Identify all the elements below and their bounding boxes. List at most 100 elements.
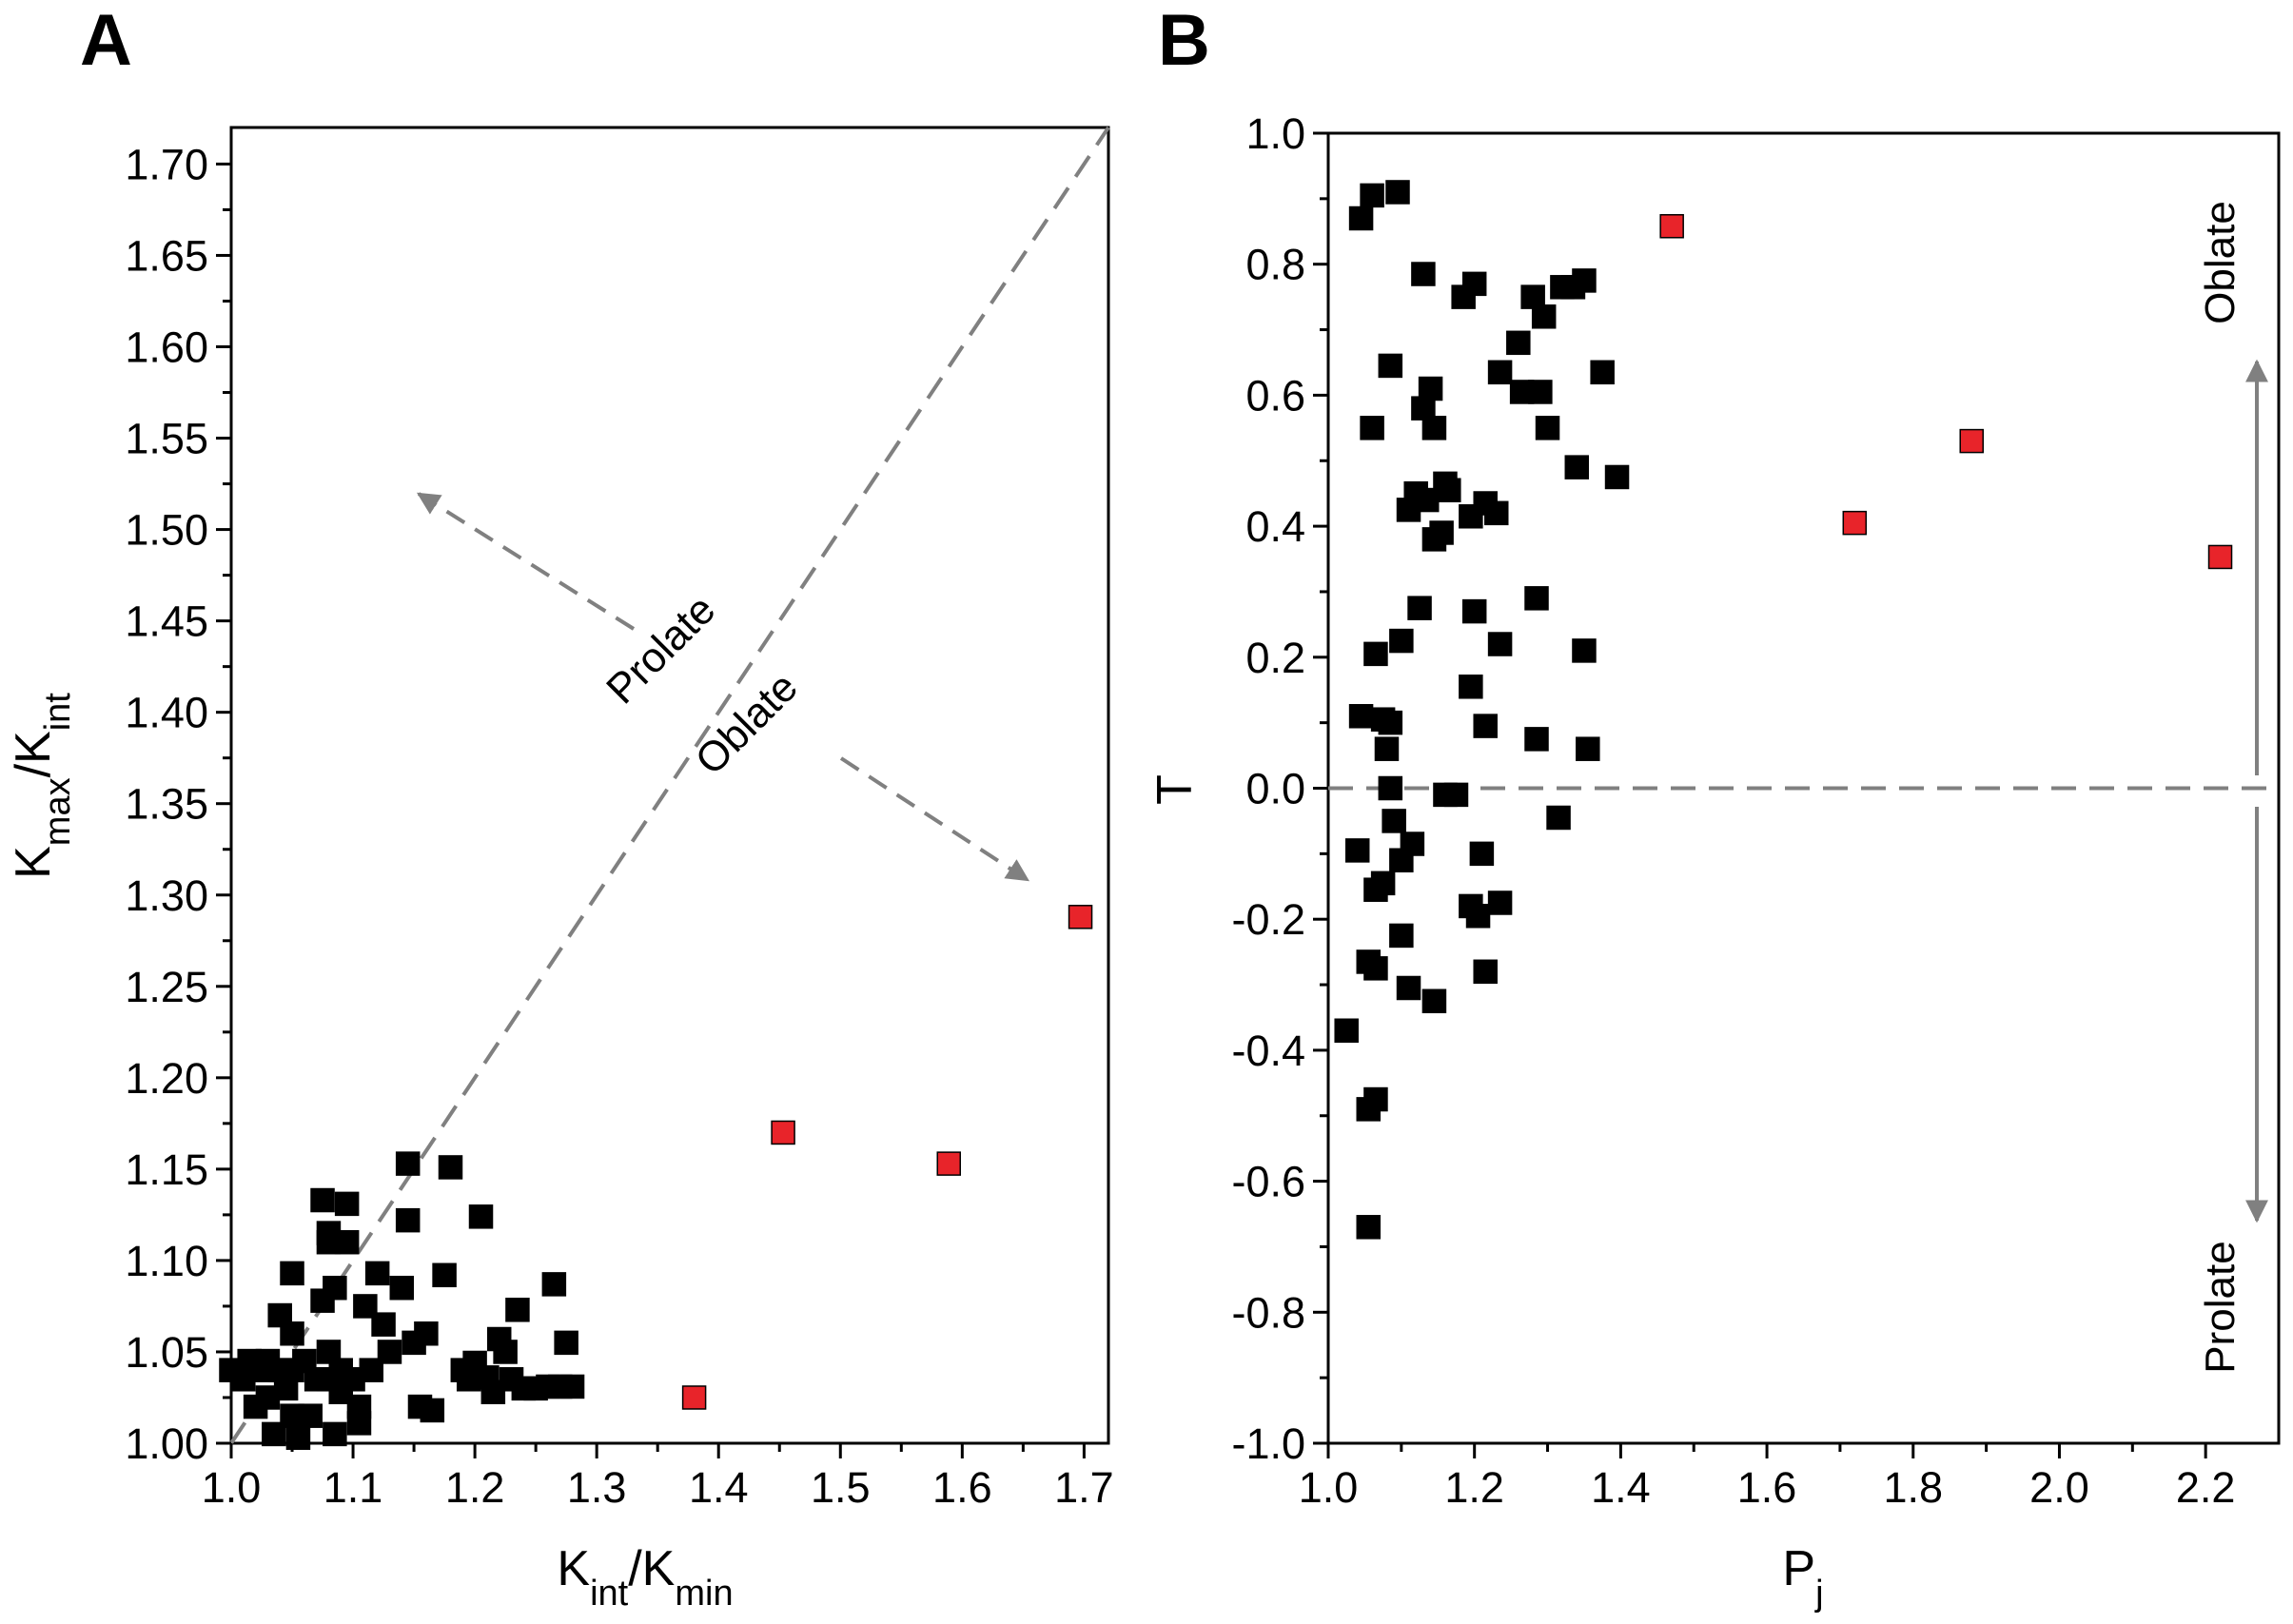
chart-b-point-black	[1356, 1215, 1382, 1240]
chart-b-point-black	[1429, 520, 1454, 545]
chart-a-oblate-arrow	[839, 756, 1030, 882]
chart-b-y-tick-label: 0.8	[1245, 241, 1305, 289]
chart-b-point-black	[1465, 904, 1491, 929]
chart-a-point-black	[420, 1398, 445, 1423]
chart-b-point-black	[1461, 598, 1487, 624]
chart-b-point-black	[1487, 632, 1513, 656]
chart-b-point-black	[1528, 380, 1553, 404]
chart-b-point-black	[1572, 268, 1597, 293]
chart-a-y-tick-label: 1.35	[125, 780, 208, 829]
chart-b-point-black	[1437, 478, 1461, 502]
chart-b-point-black	[1378, 710, 1403, 735]
chart-a-y-tick-label: 1.00	[125, 1419, 208, 1468]
chart-b-x-tick-label: 2.2	[2176, 1463, 2236, 1512]
chart-b-x-tick-label: 1.2	[1444, 1463, 1504, 1512]
chart-a-point-black	[493, 1340, 518, 1364]
chart-b-point-black	[1459, 675, 1483, 699]
chart-a-prolate-label: Prolate	[598, 586, 724, 713]
chart-b-point-black	[1389, 628, 1414, 654]
chart-b-prolate-label: Prolate	[2197, 1241, 2244, 1373]
panel-b-letter: B	[1158, 0, 1210, 81]
chart-b-point-black	[1363, 877, 1388, 902]
chart-a-y-tick-label: 1.05	[125, 1328, 208, 1377]
chart-a-axes: 1.0 1.1 1.2 1.3 1.4 1.5 1.6 1.7 1.00 1.05 1.10 1.15…	[125, 140, 1113, 1512]
chart-b-axes: 1.0 1.2 1.4 1.6 1.8 2.0 2.2 -1.0 -0.8 -0.6 -0.4 -0.…	[1231, 109, 2235, 1512]
chart-b-point-black	[1546, 805, 1571, 831]
chart-b-point-black	[1443, 782, 1469, 808]
chart-b-point-black	[1360, 183, 1384, 208]
chart-b-point-black	[1487, 890, 1513, 915]
chart-b-point-black	[1374, 736, 1400, 761]
chart-b-oblate-label: Oblate	[2197, 201, 2244, 324]
chart-a-point-black	[346, 1411, 372, 1436]
chart-a-x-tick-label: 1.2	[445, 1463, 505, 1512]
chart-a-point-black	[432, 1262, 457, 1288]
chart-b-point-black	[1461, 271, 1487, 297]
chart-a-point-black	[395, 1207, 421, 1233]
chart-a-y-tick-label: 1.70	[125, 140, 208, 188]
chart-b-point-black	[1407, 596, 1432, 620]
chart-a-point-black	[323, 1421, 347, 1447]
chart-a-point-black	[389, 1275, 415, 1301]
chart-b-point-black	[1334, 1018, 1359, 1043]
chart-a-y-tick-label: 1.15	[125, 1145, 208, 1194]
chart-b-point-black	[1396, 498, 1421, 522]
chart-b-x-axis-title: Pj	[1782, 1541, 1823, 1614]
chart-a-point-black	[310, 1187, 335, 1213]
chart-b-y-tick-label: 0.4	[1245, 502, 1305, 551]
chart-a-point-black	[334, 1229, 360, 1255]
panel-a-letter: A	[80, 0, 132, 81]
chart-b-point-black	[1506, 330, 1531, 356]
chart-a-x-axis-title: Kint/Kmin	[557, 1541, 733, 1614]
chart-b-point-black	[1360, 416, 1384, 440]
chart-b-point-black	[1487, 360, 1513, 385]
chart-a-oblate-label: Oblate	[687, 664, 807, 784]
chart-a-point-red	[1068, 905, 1093, 929]
chart-b-point-black	[1572, 638, 1597, 663]
chart-a-y-tick-label: 1.20	[125, 1054, 208, 1103]
chart-b-y-tick-label: -0.8	[1231, 1288, 1305, 1337]
chart-a-x-tick-label: 1.7	[1054, 1463, 1114, 1512]
chart-a-point-black	[462, 1350, 487, 1376]
chart-a-y-tick-label: 1.55	[125, 415, 208, 463]
chart-b-point-black	[1524, 586, 1549, 611]
chart-b-point-black	[1363, 641, 1388, 667]
chart-a-x-tick-label: 1.5	[811, 1463, 871, 1512]
chart-a-point-black	[267, 1302, 292, 1328]
chart-a-point-black	[310, 1288, 335, 1313]
chart-a-y-tick-label: 1.25	[125, 963, 208, 1011]
chart-a-point-black	[468, 1204, 494, 1229]
chart-a-point-black	[334, 1191, 360, 1217]
chart-a-point-black	[364, 1261, 390, 1286]
chart-a-point-black	[280, 1261, 304, 1286]
chart-a-point-red	[936, 1151, 961, 1176]
chart-b-point-black	[1459, 504, 1483, 529]
chart-a-point-red	[771, 1120, 795, 1145]
chart-a: Prolate Oblate 1.0 1.1 1.2 1.3 1.4 1.5 1.6 1.71…	[6, 126, 1114, 1614]
chart-a-point-black	[395, 1151, 421, 1176]
chart-b-point-black	[1576, 736, 1600, 761]
chart-b-y-tick-label: 1.0	[1245, 109, 1305, 158]
chart-b-point-black	[1363, 956, 1388, 981]
chart-b-point-black	[1344, 838, 1370, 863]
chart-b-point-black	[1535, 416, 1560, 440]
chart-b-x-tick-label: 1.4	[1591, 1463, 1651, 1512]
chart-a-y-tick-label: 1.65	[125, 231, 208, 280]
chart-b-point-black	[1590, 360, 1615, 385]
chart-b-x-tick-label: 1.0	[1299, 1463, 1359, 1512]
chart-a-x-tick-label: 1.3	[567, 1463, 627, 1512]
chart-b-points	[1334, 180, 2233, 1240]
chart-a-prolate-arrow	[416, 492, 636, 631]
chart-a-point-black	[480, 1379, 506, 1404]
chart-b-point-black	[1348, 205, 1374, 231]
chart-b-y-tick-label: 0.0	[1245, 765, 1305, 813]
chart-b-point-black	[1483, 500, 1509, 526]
chart-a-point-black	[285, 1425, 311, 1450]
chart-a-point-black	[554, 1330, 578, 1356]
chart-b-point-black	[1524, 727, 1549, 752]
chart-b-y-tick-label: -0.6	[1231, 1158, 1305, 1206]
chart-b-point-black	[1469, 841, 1495, 867]
chart-b-point-red	[1959, 428, 1984, 454]
chart-b-point-black	[1389, 848, 1414, 872]
